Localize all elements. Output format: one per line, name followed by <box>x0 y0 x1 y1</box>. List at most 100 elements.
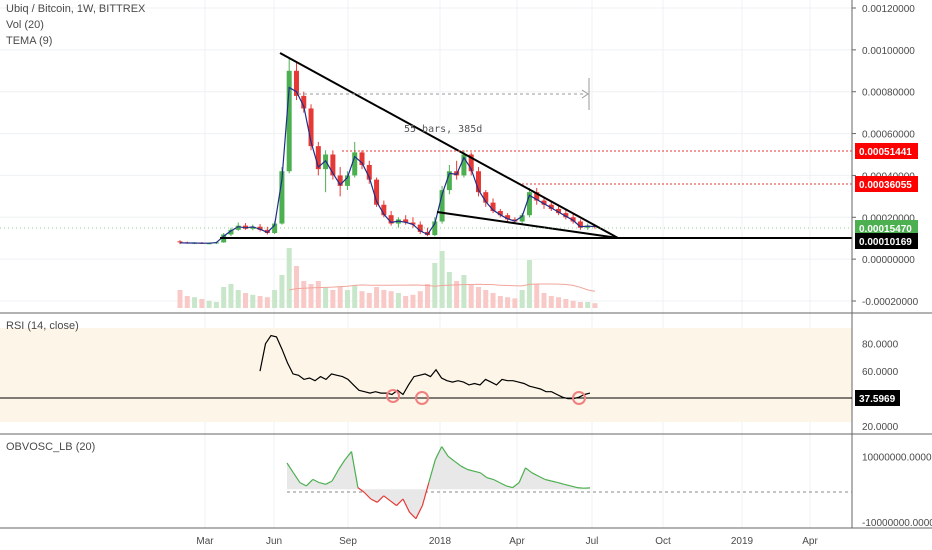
candle-body <box>228 229 234 235</box>
candle-body <box>374 179 380 205</box>
time-axis-label: Apr <box>802 536 818 547</box>
rsi-axis[interactable]: 80.0000 60.0000 20.0000 <box>862 340 899 433</box>
volume-bar <box>381 290 387 308</box>
obv-axis[interactable]: 10000000.0000 -10000000.0000 <box>862 452 932 529</box>
obv-segment <box>415 505 423 519</box>
measure-note: 55 bars, 385d <box>404 124 482 135</box>
volume-bar <box>585 302 591 308</box>
volume-bar <box>403 296 409 308</box>
volume-bar <box>366 293 372 308</box>
price-axis-label: 0.00000000 <box>862 255 915 266</box>
candle-body <box>563 213 569 218</box>
volume-bar <box>534 284 540 308</box>
rsi-marker-circle[interactable] <box>415 391 429 405</box>
obv-segment <box>454 460 462 467</box>
candle-body <box>505 215 511 220</box>
price-axis-label: 0.00100000 <box>862 46 915 57</box>
volume-bar <box>592 303 598 308</box>
obv-segment <box>421 482 430 506</box>
symbol-title[interactable]: Ubiq / Bitcoin, 1W, BITTREX <box>6 3 146 15</box>
obv-area <box>287 446 590 519</box>
candle-body <box>359 152 365 165</box>
obv-segment <box>525 467 533 474</box>
obv-legend[interactable]: OBVOSC_LB (20) <box>6 441 96 453</box>
volume-bar <box>410 294 416 308</box>
obv-segment <box>331 469 340 482</box>
obv-segment <box>325 480 333 485</box>
obv-segment <box>338 459 346 470</box>
volume-bar <box>556 297 562 308</box>
upper-trendline[interactable] <box>279 52 619 239</box>
tema-legend[interactable]: TEMA (9) <box>6 35 53 47</box>
volume-bar <box>243 293 249 308</box>
volume-bar <box>264 297 270 308</box>
obv-segment <box>447 455 455 462</box>
volume-bar <box>359 291 365 308</box>
obv-segment <box>389 500 397 507</box>
time-axis-label: 2018 <box>429 536 452 547</box>
obv-segment <box>467 468 475 472</box>
obv-segment <box>396 498 404 507</box>
rsi-badge <box>855 390 900 406</box>
obv-segment <box>357 487 365 493</box>
candle-body <box>519 215 525 222</box>
time-axis[interactable]: Mar Jun Sep 2018 Apr Jul Oct 2019 Apr <box>196 536 818 547</box>
candle-body <box>577 221 583 228</box>
obv-segment <box>473 470 481 474</box>
obv-segment <box>441 446 449 457</box>
candle-body <box>468 154 474 172</box>
obv-segment <box>363 492 372 500</box>
obv-segment <box>409 511 417 520</box>
volume-bar <box>250 294 256 308</box>
obv-segment <box>299 482 307 487</box>
volume-bar <box>301 281 307 308</box>
volume-bar <box>286 248 292 308</box>
candle-body <box>556 208 562 214</box>
volume-bar <box>177 290 183 308</box>
obv-segment <box>493 478 500 484</box>
candle-body <box>279 171 285 224</box>
volume-bars <box>177 248 598 308</box>
volume-bar <box>221 287 227 308</box>
time-axis-label: 2019 <box>731 536 754 547</box>
candle-body <box>410 222 416 225</box>
obv-segment <box>564 483 571 487</box>
lower-trendline[interactable] <box>436 211 619 239</box>
candle-body <box>330 154 336 176</box>
obv-segment <box>506 485 513 489</box>
rsi-axis-label: 20.0000 <box>862 422 899 433</box>
volume-bar <box>454 281 460 308</box>
volume-bar <box>570 300 576 308</box>
time-axis-label: Mar <box>196 536 214 547</box>
vol-legend[interactable]: Vol (20) <box>6 19 44 31</box>
volume-bar <box>388 291 394 308</box>
volume-bar <box>577 302 583 308</box>
volume-bar <box>279 275 285 308</box>
volume-bar <box>541 293 547 308</box>
price-axis-label: -0.00020000 <box>862 297 919 308</box>
rsi-marker-circle[interactable] <box>572 391 586 405</box>
candle-body <box>526 192 532 216</box>
rsi-axis-label: 80.0000 <box>862 340 899 351</box>
candle-body <box>388 215 394 224</box>
rsi-marker-circle[interactable] <box>386 389 400 403</box>
price-badge <box>855 143 918 159</box>
volume-bar <box>293 266 299 308</box>
rsi-badge-label: 37.5969 <box>859 394 896 405</box>
obv-segment <box>292 472 301 483</box>
rsi-legend[interactable]: RSI (14, close) <box>6 320 79 332</box>
obv-segment <box>531 472 539 477</box>
obv-segment <box>577 487 584 489</box>
candle-body <box>264 229 270 233</box>
volume-bar <box>432 263 438 308</box>
volume-bar <box>425 284 431 308</box>
candle-body <box>366 164 372 180</box>
candle-body <box>177 241 183 243</box>
volume-bar <box>330 290 336 308</box>
volume-bar <box>512 298 518 308</box>
candle-body <box>235 225 241 230</box>
candle-body <box>403 219 409 223</box>
volume-bar <box>192 297 198 308</box>
measure-arrowhead <box>581 89 589 99</box>
